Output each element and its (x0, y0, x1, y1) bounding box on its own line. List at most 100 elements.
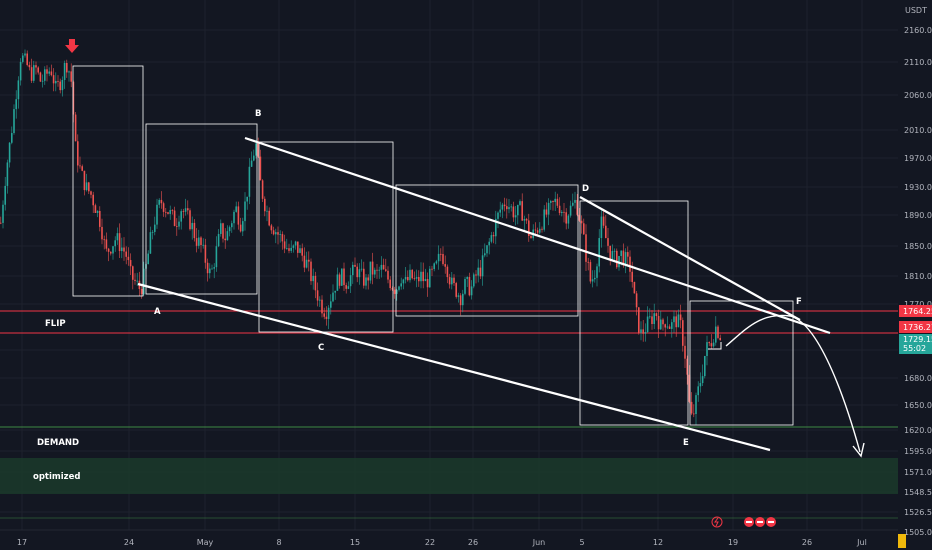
candle-body (327, 307, 330, 319)
candle-body (160, 199, 163, 204)
candle-body (519, 201, 521, 205)
price-label-3: 1729.15 (903, 335, 932, 344)
candle-body (96, 210, 99, 213)
candle-body (92, 194, 94, 206)
candle-body (231, 223, 233, 228)
candle-body (697, 386, 699, 396)
candle-body (512, 206, 515, 218)
y-tick-label: 1890.00 (904, 211, 932, 220)
candle-body (609, 245, 611, 260)
candle-body (305, 259, 308, 268)
label-e: E (683, 438, 689, 448)
candle-body (103, 239, 105, 241)
candle-body (473, 274, 475, 287)
candle-body (635, 293, 638, 308)
candle-body (136, 280, 138, 282)
candle-body (668, 326, 671, 329)
candle-body (563, 211, 565, 213)
range-box-6[interactable] (689, 300, 794, 426)
candle-body (90, 191, 92, 195)
candle-body (627, 252, 629, 257)
candle-body (644, 332, 647, 334)
candle-body (239, 224, 242, 232)
candle-body (589, 262, 592, 282)
candle-body (556, 198, 559, 206)
candle-body (259, 156, 262, 181)
candle-body (44, 69, 46, 81)
range-box-4[interactable] (395, 184, 579, 317)
price-axis[interactable] (898, 0, 932, 550)
candle-body (431, 268, 433, 270)
candle-body (464, 278, 466, 294)
candle-body (52, 75, 55, 84)
y-tick-label: 1505.00 (904, 528, 932, 537)
candle-body (316, 290, 319, 301)
candle-body (48, 71, 50, 74)
trendline-upper[interactable] (244, 136, 831, 335)
range-box-2[interactable] (145, 123, 258, 295)
candle-body (565, 212, 567, 224)
price-label-1: 1764.25 (903, 307, 932, 316)
candle-body (195, 238, 198, 246)
candle-body (88, 182, 90, 192)
candle-body (616, 250, 618, 268)
candle-body (481, 255, 484, 277)
time-axis[interactable] (0, 530, 898, 550)
candle-body (272, 230, 275, 235)
candle-body (710, 343, 713, 347)
candle-body (404, 277, 407, 280)
lightning-icon[interactable] (711, 516, 723, 528)
price-label-3-countdown: 55:02 (903, 344, 926, 353)
candle-body (497, 212, 499, 219)
candle-body (440, 253, 442, 255)
candle-body (13, 109, 15, 134)
candle-body (242, 221, 244, 232)
candle-body (244, 201, 246, 222)
candle-body (642, 329, 644, 334)
candle-body (264, 198, 266, 212)
trendline-lower[interactable] (137, 282, 771, 452)
range-box-1[interactable] (72, 65, 144, 297)
candle-body (530, 235, 532, 239)
candle-body (459, 295, 462, 306)
candle-body (114, 240, 116, 247)
trendline-d-f[interactable] (579, 196, 801, 321)
candle-body (620, 250, 622, 257)
candle-body (173, 210, 176, 227)
axis-settings-icon[interactable] (898, 534, 906, 548)
candle-body (2, 204, 4, 223)
y-tick-label: 1850.00 (904, 242, 932, 251)
candle-body (334, 290, 336, 293)
x-tick-label: 19 (728, 538, 738, 547)
candle-body (611, 251, 614, 260)
candle-body (554, 198, 556, 202)
candle-body (541, 228, 543, 230)
candle-body (275, 232, 277, 235)
candle-body (576, 199, 578, 215)
candle-body (501, 204, 504, 210)
candle-body (235, 206, 237, 212)
candle-body (413, 278, 416, 280)
candle-body (385, 269, 387, 271)
candle-body (587, 261, 589, 263)
range-box-3[interactable] (258, 141, 394, 333)
candle-body (378, 269, 380, 271)
candle-body (594, 277, 596, 280)
candle-body (167, 212, 169, 214)
candle-body (297, 241, 299, 253)
candle-body (479, 267, 482, 277)
candle-body (477, 267, 479, 276)
candle-body (55, 80, 57, 84)
candle-body (466, 277, 468, 279)
range-box-5[interactable] (579, 200, 689, 426)
y-tick-label: 2160.00 (904, 26, 932, 35)
candle-body (398, 286, 400, 290)
projection-curve[interactable] (725, 314, 861, 453)
candle-body (558, 205, 561, 214)
candle-body (484, 253, 486, 256)
candle-body (640, 329, 642, 333)
label-a: A (154, 307, 161, 317)
candle-body (525, 218, 528, 221)
